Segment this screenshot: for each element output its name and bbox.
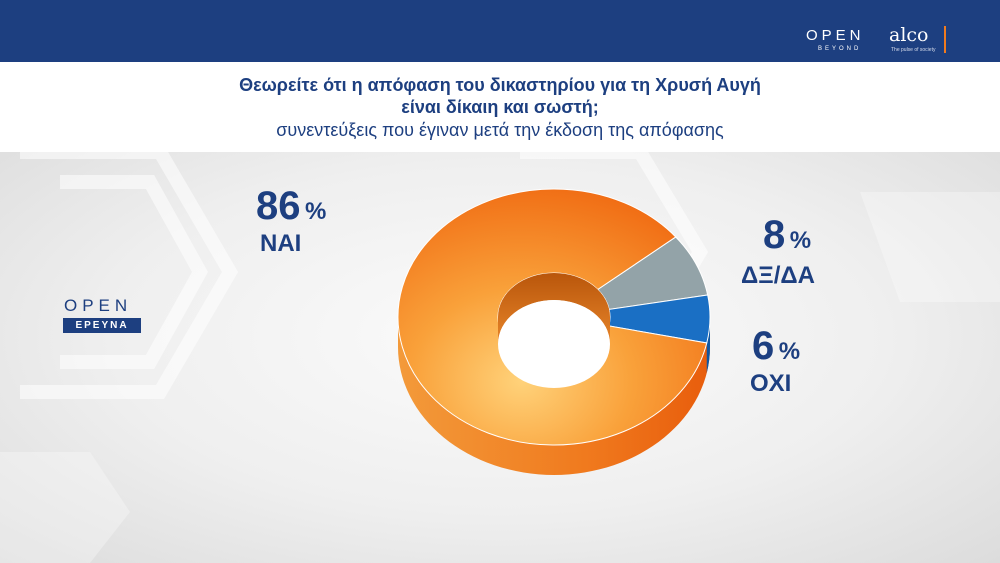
title-area: Θεωρείτε ότι η απόφαση του δικαστηρίου γ… [0, 62, 1000, 152]
alco-logo: alco [889, 24, 929, 46]
chart-title-line-2: είναι δίκαιη και σωστή; [401, 97, 599, 117]
label-value-dk: 8 % [763, 213, 811, 258]
value-yes: 86 [256, 184, 301, 228]
donut-hole [498, 300, 610, 388]
chart-subtitle: συνεντεύξεις που έγιναν μετά την έκδοση … [276, 120, 724, 140]
value-no: 6 [752, 324, 775, 368]
open-beyond-logo: OPEN [806, 27, 865, 44]
top-bar: OPEN BEYOND alco The pulse of society [0, 0, 1000, 62]
chart-stage: 86 % ΝΑΙ 8 % ΔΞ/ΔΑ 6 % ΟΧΙ [0, 152, 1000, 563]
value-dk: 8 [763, 213, 786, 257]
open-ereuna-logo: OPEN [64, 296, 133, 315]
pct-sign-dk: % [789, 227, 812, 254]
donut-side-wall [398, 317, 710, 475]
category-yes: ΝΑΙ [260, 230, 302, 257]
donut-chart [397, 188, 711, 475]
brand-accent-bar [944, 26, 946, 53]
pct-sign-yes: % [304, 198, 327, 225]
category-dk: ΔΞ/ΔΑ [741, 262, 815, 289]
donut-hole-wall [498, 273, 610, 344]
alco-tagline: The pulse of society [891, 47, 936, 53]
open-ereuna-logo-box [63, 318, 141, 333]
open-ereuna-logo-label: ΕΡΕΥΝΑ [75, 320, 129, 331]
open-beyond-logo-sub: BEYOND [818, 46, 862, 52]
pct-sign-no: % [778, 338, 801, 365]
category-no: ΟΧΙ [750, 370, 792, 397]
chart-title-line-1: Θεωρείτε ότι η απόφαση του δικαστηρίου γ… [239, 75, 761, 95]
label-value-no: 6 % [752, 324, 800, 369]
label-value-yes: 86 % [256, 184, 326, 229]
